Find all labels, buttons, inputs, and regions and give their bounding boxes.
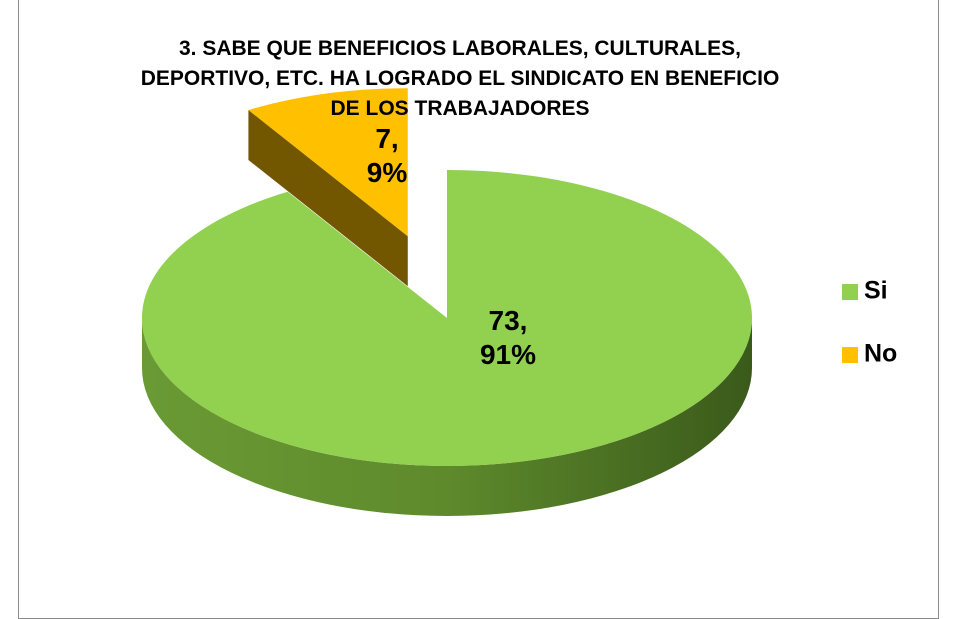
slice — [141, 170, 752, 466]
data-label-line: 7, — [375, 123, 398, 154]
chart: 73, 91% 7, 9% Si No — [141, 88, 897, 516]
slice — [248, 88, 408, 237]
data-label-line: 9% — [367, 157, 408, 188]
legend-label: Si — [864, 277, 888, 305]
slice-cut — [248, 110, 408, 287]
legend-label: No — [864, 340, 897, 368]
chart-title: 3. SABE QUE BENEFICIOS LABORALES, CULTUR… — [140, 37, 780, 120]
legend-swatch — [842, 284, 858, 300]
legend-swatch — [842, 347, 858, 363]
data-label-line: 73, — [489, 305, 528, 336]
slice-side — [142, 318, 752, 516]
data-label: 7, 9% — [367, 123, 408, 188]
data-label: 73, 91% — [480, 305, 536, 370]
page: 73, 91% 7, 9% Si No 3. SABE QUE BENEFICIOS LA… — [18, 0, 939, 619]
data-label-line: 91% — [480, 339, 536, 370]
